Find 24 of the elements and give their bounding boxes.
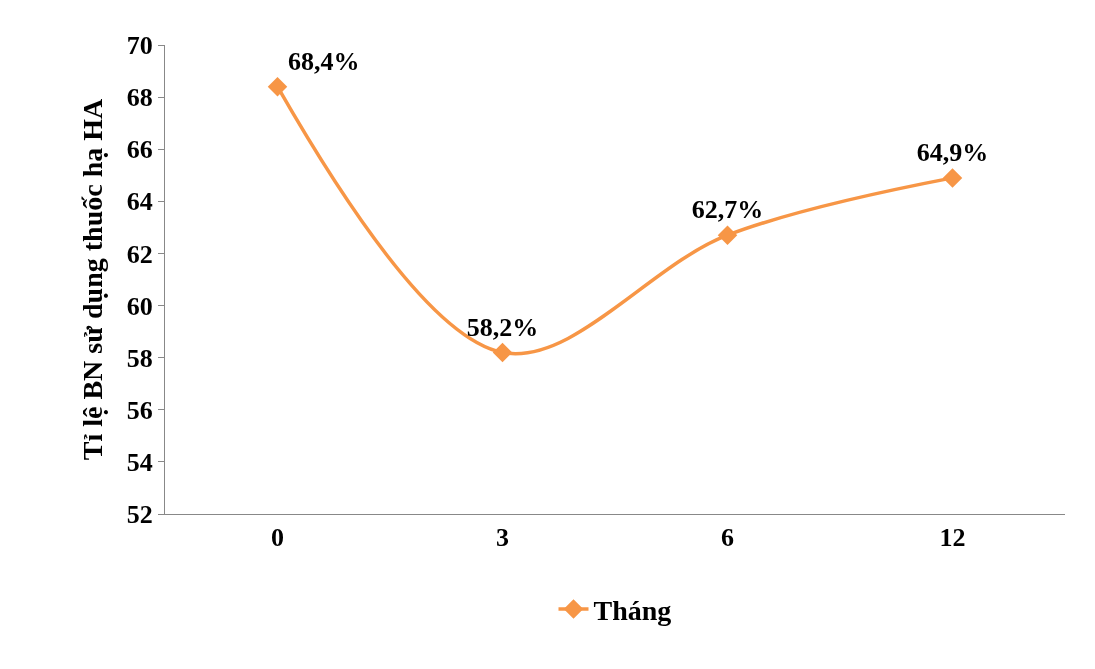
point [942,168,963,188]
data-label: 62,7% [691,195,764,225]
x-tick-label: 12 [939,523,966,553]
y-tick-label: 56 [126,395,153,425]
x-tick-label: 3 [496,523,509,553]
data-label: 68,4% [287,46,360,76]
y-tick-label: 64 [126,187,153,217]
y-tick-label: 68 [126,83,153,113]
x-tick-label: 6 [721,523,734,553]
y-tick-label: 52 [126,500,153,530]
x-tick-label: 0 [271,523,284,553]
y-tick-label: 62 [126,239,153,269]
data-label: 64,9% [916,138,989,168]
y-tick-label: 58 [126,343,153,373]
y-tick-label: 54 [126,447,153,477]
y-tick-label: 70 [126,31,153,61]
legend-label: Tháng [593,594,672,626]
point [492,342,513,363]
y-tick-label: 66 [126,135,153,165]
point [267,76,288,97]
y-tick-label: 60 [126,291,153,321]
data-label: 58,2% [466,312,539,342]
y-axis-title: Tỉ lệ BN sử dụng thuốc hạ HA [77,98,109,461]
point [717,225,738,245]
